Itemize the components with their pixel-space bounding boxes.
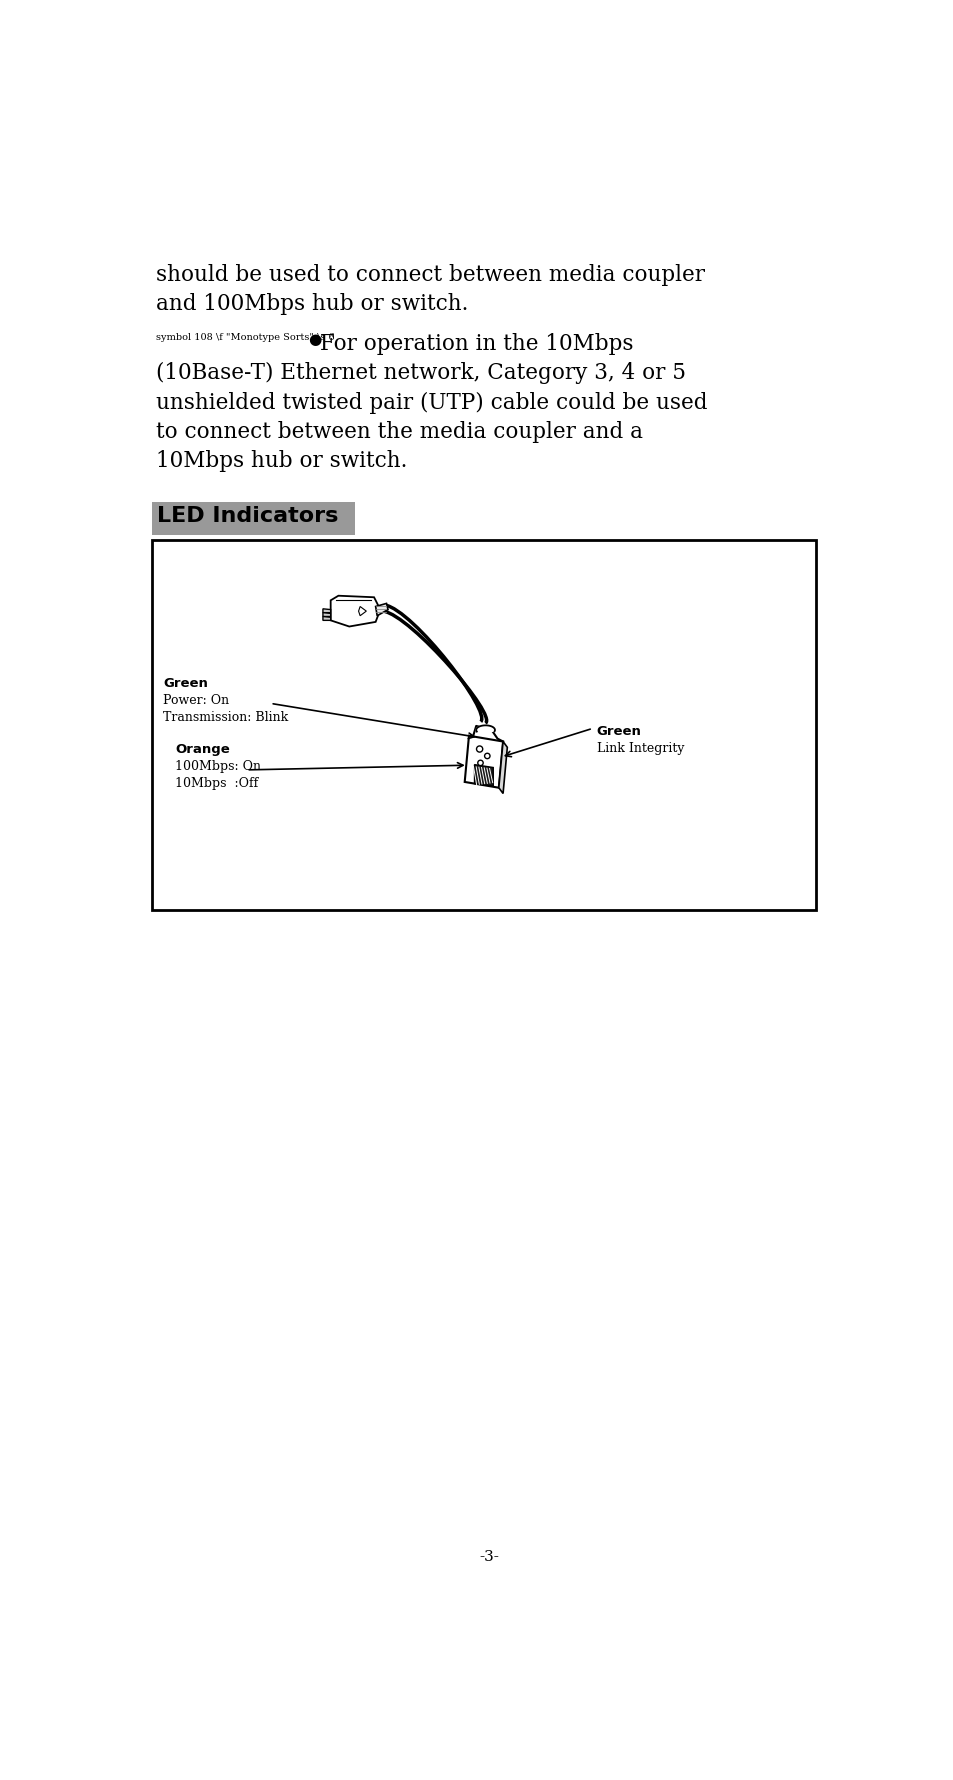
Circle shape	[477, 760, 482, 765]
Text: and 100Mbps hub or switch.: and 100Mbps hub or switch.	[155, 294, 468, 315]
Text: symbol 108 \f "Monotype Sorts" \s 6: symbol 108 \f "Monotype Sorts" \s 6	[155, 333, 334, 342]
Text: Green: Green	[597, 724, 641, 739]
Polygon shape	[322, 618, 331, 621]
Text: 10Mbps  :Off: 10Mbps :Off	[174, 776, 258, 790]
Polygon shape	[476, 726, 495, 732]
Text: Green: Green	[163, 676, 208, 689]
Text: Power: On: Power: On	[163, 692, 230, 707]
Circle shape	[476, 746, 482, 753]
Polygon shape	[498, 742, 507, 794]
Text: ●: ●	[308, 331, 321, 347]
Text: -3-: -3-	[478, 1549, 498, 1563]
Text: 100Mbps: On: 100Mbps: On	[174, 760, 261, 773]
Text: For operation in the 10Mbps: For operation in the 10Mbps	[319, 333, 633, 354]
Text: Transmission: Blink: Transmission: Blink	[163, 710, 289, 723]
Text: 10Mbps hub or switch.: 10Mbps hub or switch.	[155, 450, 407, 472]
Polygon shape	[474, 765, 493, 787]
Text: to connect between the media coupler and a: to connect between the media coupler and…	[155, 420, 642, 443]
Polygon shape	[322, 614, 331, 618]
Text: unshielded twisted pair (UTP) cable could be used: unshielded twisted pair (UTP) cable coul…	[155, 392, 706, 413]
Circle shape	[484, 755, 490, 760]
Text: Orange: Orange	[174, 742, 230, 756]
Text: Link Integrity: Link Integrity	[597, 742, 683, 755]
Bar	[152, 504, 355, 536]
Polygon shape	[464, 737, 502, 789]
Polygon shape	[358, 607, 366, 616]
Text: should be used to connect between media coupler: should be used to connect between media …	[155, 263, 704, 285]
Bar	[152, 541, 815, 910]
Polygon shape	[322, 609, 331, 614]
Text: LED Indicators: LED Indicators	[157, 506, 338, 525]
Text: (10Base-T) Ethernet network, Category 3, 4 or 5: (10Base-T) Ethernet network, Category 3,…	[155, 361, 685, 384]
Polygon shape	[375, 603, 388, 616]
Polygon shape	[331, 596, 380, 627]
